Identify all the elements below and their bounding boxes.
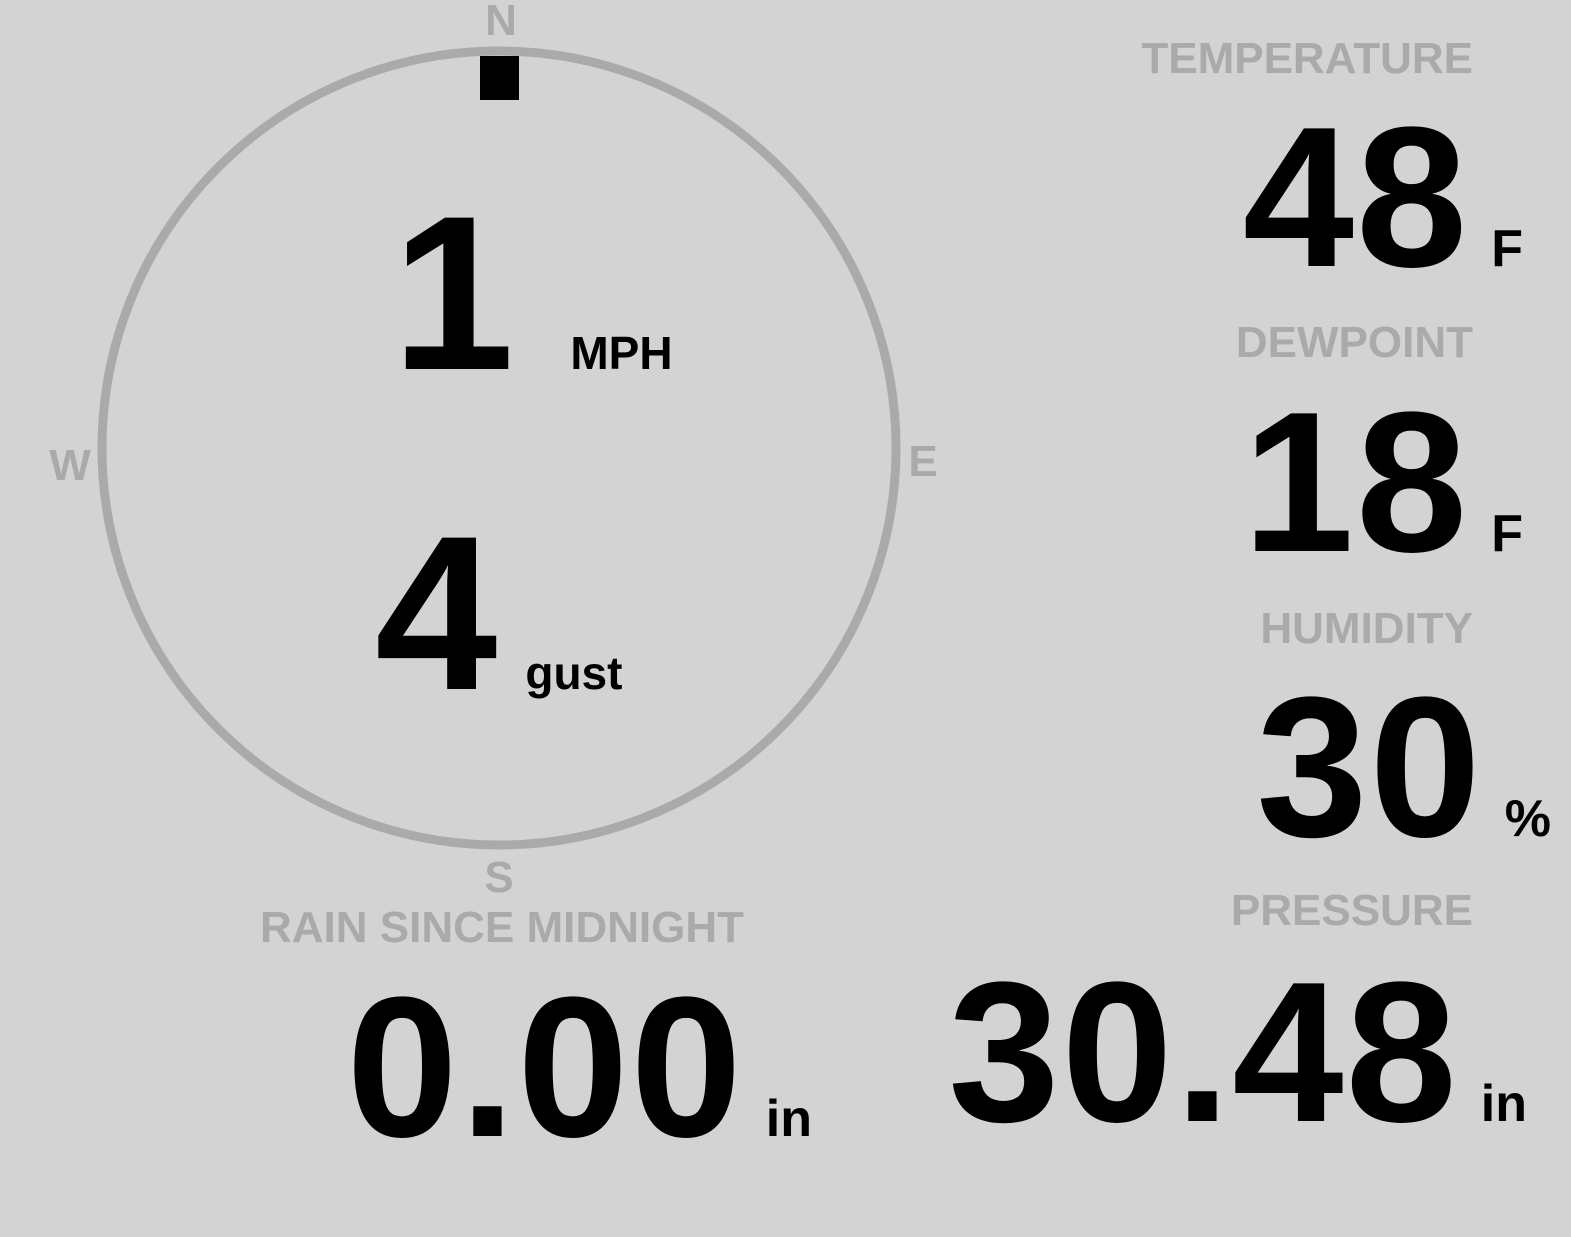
wind-gust: 4 gust	[375, 503, 622, 723]
rain-label: RAIN SINCE MIDNIGHT	[260, 903, 744, 952]
compass-west: W	[49, 441, 91, 490]
humidity-label: HUMIDITY	[1260, 604, 1473, 653]
compass-ring	[97, 46, 901, 850]
pressure-unit: in	[1480, 1075, 1527, 1133]
wind-direction-indicator	[480, 56, 519, 100]
compass-south: S	[484, 853, 514, 902]
wind-speed-unit: MPH	[570, 327, 673, 379]
pressure-value: 30.48	[948, 941, 1459, 1164]
compass-north: N	[485, 0, 517, 45]
compass-east: E	[908, 437, 938, 486]
wind-gust-value: 4	[375, 490, 498, 736]
dewpoint-reading: 18 F	[1243, 383, 1523, 583]
wind-gust-unit: gust	[525, 647, 623, 699]
pressure-label: PRESSURE	[1230, 886, 1473, 935]
humidity-reading: 30 %	[1256, 668, 1551, 868]
rain-reading: 0.00 in	[347, 968, 812, 1168]
dewpoint-unit: F	[1491, 505, 1523, 563]
rain-value: 0.00	[346, 956, 744, 1179]
wind-speed: 1 MPH	[392, 183, 673, 403]
temperature-reading: 48 F	[1243, 98, 1523, 298]
humidity-unit: %	[1504, 790, 1551, 848]
dewpoint-label: DEWPOINT	[1235, 318, 1473, 367]
temperature-value: 48	[1242, 86, 1470, 309]
dewpoint-value: 18	[1242, 371, 1470, 594]
temperature-label: TEMPERATURE	[1141, 34, 1473, 83]
rain-unit: in	[765, 1090, 812, 1148]
pressure-reading: 30.48 in	[948, 953, 1527, 1153]
humidity-value: 30	[1256, 656, 1483, 879]
temperature-unit: F	[1491, 220, 1523, 278]
wind-speed-value: 1	[392, 170, 515, 416]
